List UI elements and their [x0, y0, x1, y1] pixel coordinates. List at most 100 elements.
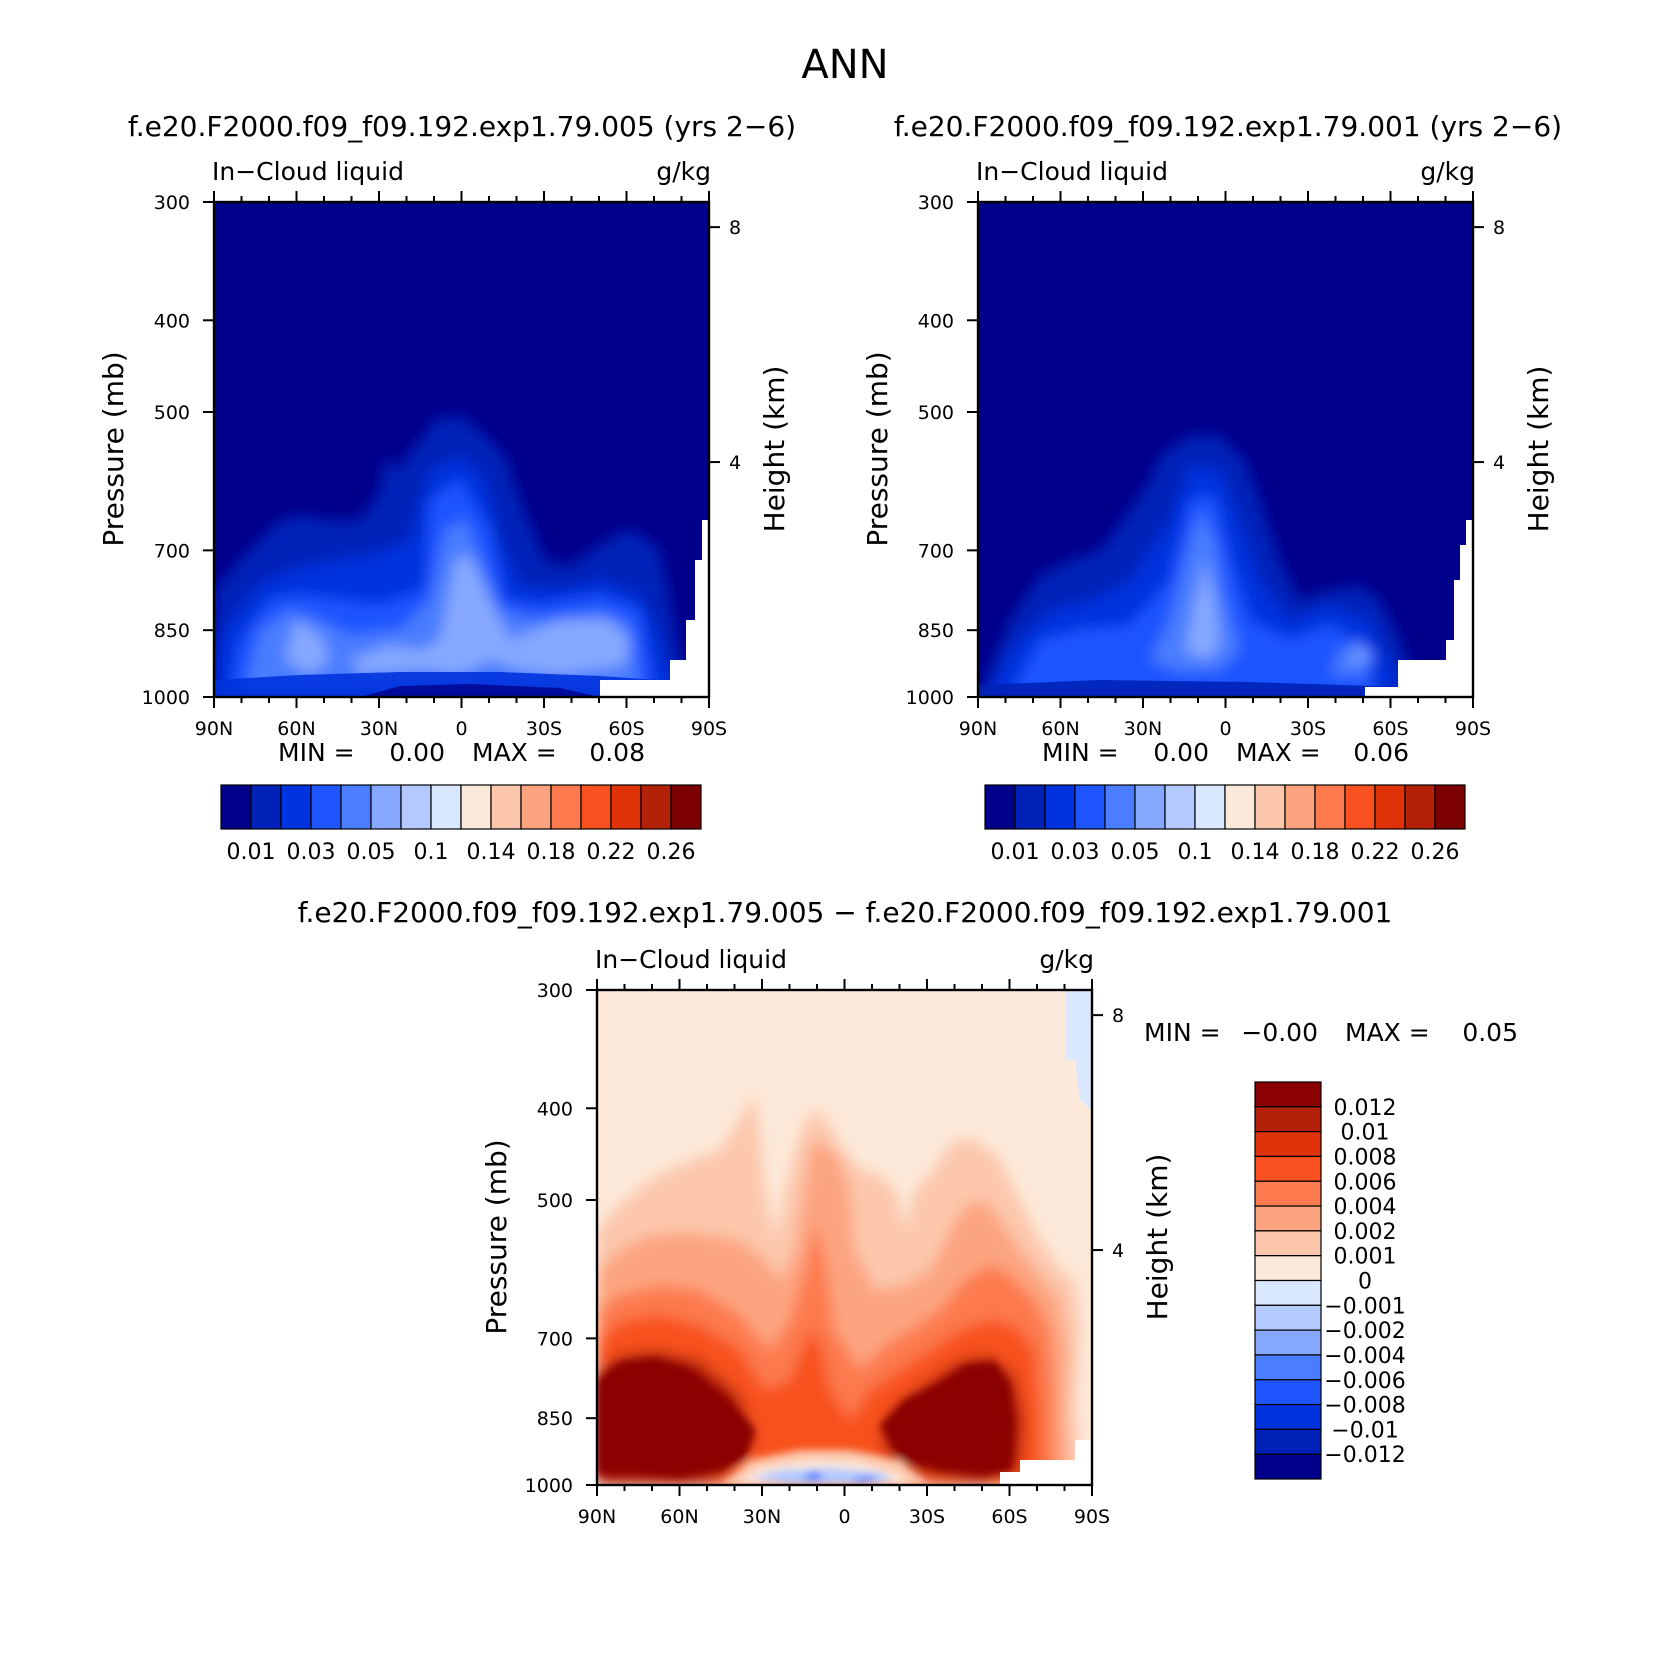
y-tick-label: 850	[154, 620, 190, 642]
colorbar-box	[520, 784, 552, 830]
colorbar-box	[610, 784, 642, 830]
max-label: MAX =	[1345, 1018, 1430, 1047]
missing-data-region	[1000, 1440, 1092, 1485]
colorbar-label: 0.03	[287, 840, 336, 865]
panel-test-case: f.e20.F2000.f09_f09.192.exp1.79.005 (yrs…	[97, 110, 796, 865]
colorbar-box	[1254, 1379, 1322, 1406]
colorbar-label: 0.05	[347, 840, 396, 865]
colorbar-box	[1254, 1329, 1322, 1356]
colorbar-box	[1254, 1255, 1322, 1282]
colorbar-label: 0.002	[1334, 1220, 1397, 1245]
colorbar-box	[1254, 1403, 1322, 1430]
y2-tick-label: 8	[729, 217, 741, 239]
y-tick-label: 700	[537, 1328, 573, 1350]
min-label: MIN =	[278, 738, 355, 767]
x-tick-label: 30N	[1124, 718, 1162, 740]
colorbar-label: −0.012	[1324, 1443, 1405, 1468]
y-axis-label-left: Pressure (mb)	[480, 1139, 513, 1334]
missing-data-region	[1365, 520, 1473, 697]
colorbar-label: 0.006	[1334, 1170, 1397, 1195]
x-tick-label: 90N	[578, 1506, 616, 1528]
colorbar-label: 0.14	[1231, 840, 1280, 865]
colorbar-box	[1254, 1354, 1322, 1381]
y-tick-label: 500	[537, 1190, 573, 1212]
y-tick-label: 300	[918, 192, 954, 214]
contour-level	[285, 555, 630, 675]
colorbar-box	[220, 784, 252, 830]
colorbar-box	[1284, 784, 1316, 830]
max-label: MAX =	[472, 738, 557, 767]
colorbar-box	[1254, 1205, 1322, 1232]
x-tick-label: 60N	[277, 718, 315, 740]
colorbar-box	[1254, 1131, 1322, 1158]
x-tick-label: 90S	[1455, 718, 1491, 740]
panel-variable-label: In−Cloud liquid	[595, 945, 787, 974]
contour-level	[1065, 990, 1092, 1110]
colorbar-box	[310, 784, 342, 830]
y2-tick-label: 4	[729, 452, 741, 474]
colorbar-box	[550, 784, 582, 830]
colorbar-label: 0.01	[1341, 1121, 1390, 1146]
colorbar-box	[280, 784, 312, 830]
colorbar-label: 0.1	[414, 840, 449, 865]
colorbar-label: 0.26	[647, 840, 696, 865]
x-tick-label: 90N	[195, 718, 233, 740]
y-tick-label: 1000	[906, 687, 954, 709]
y-tick-label: 500	[154, 402, 190, 424]
colorbar-box	[640, 784, 672, 830]
contour-field	[214, 202, 709, 697]
contour-level	[360, 684, 600, 697]
panel-units-label: g/kg	[1420, 157, 1475, 186]
colorbar: 0.01 0.03 0.05 0.1 0.14 0.18 0.22 0.26	[984, 784, 1466, 865]
x-tick-label: 30N	[360, 718, 398, 740]
contour-level	[978, 680, 1420, 697]
colorbar-label: 0.012	[1334, 1096, 1397, 1121]
colorbar-box	[1194, 784, 1226, 830]
y2-tick-label: 8	[1112, 1005, 1124, 1027]
colorbar-box	[1074, 784, 1106, 830]
contour-level	[597, 1358, 1015, 1478]
max-value: 0.06	[1353, 738, 1409, 767]
contour-level	[800, 1470, 880, 1483]
panel-variable-label: In−Cloud liquid	[212, 157, 404, 186]
y-axis-label-right: Height (km)	[1141, 1154, 1174, 1321]
colorbar-label: 0	[1358, 1270, 1372, 1295]
colorbar-box	[400, 784, 432, 830]
colorbar-label: 0.01	[991, 840, 1040, 865]
colorbar: 0.01 0.03 0.05 0.1 0.14 0.18 0.22 0.26	[220, 784, 702, 865]
x-tick-label: 30S	[526, 718, 562, 740]
y-tick-label: 1000	[525, 1475, 573, 1497]
colorbar-box	[1254, 1230, 1322, 1257]
colorbar-label: 0.22	[587, 840, 636, 865]
colorbar-box	[1254, 1304, 1322, 1331]
panel-difference: f.e20.F2000.f09_f09.192.exp1.79.005 − f.…	[298, 896, 1518, 1528]
x-tick-label: 60N	[1041, 718, 1079, 740]
colorbar-label: 0.26	[1411, 840, 1460, 865]
min-value: 0.00	[1153, 738, 1209, 767]
colorbar: 0.0120.010.0080.0060.0040.0020.0010−0.00…	[1254, 1081, 1406, 1480]
colorbar-label: 0.01	[227, 840, 276, 865]
y-tick-label: 1000	[142, 687, 190, 709]
contour-level	[1185, 560, 1368, 660]
colorbar-label: 0.05	[1111, 840, 1160, 865]
colorbar-box	[460, 784, 492, 830]
max-value: 0.05	[1462, 1018, 1518, 1047]
colorbar-box	[580, 784, 612, 830]
panel-units-label: g/kg	[656, 157, 711, 186]
y-tick-label: 850	[918, 620, 954, 642]
colorbar-box	[490, 784, 522, 830]
x-tick-label: 90S	[691, 718, 727, 740]
colorbar-box	[1044, 784, 1076, 830]
x-tick-label: 30N	[743, 1506, 781, 1528]
axes: 90N 60N 30N 0 30S 60S 90S 300 400 500 700 850 1000 8 4	[525, 979, 1124, 1528]
colorbar-box	[1224, 784, 1256, 830]
colorbar-label: 0.18	[1291, 840, 1340, 865]
colorbar-box	[670, 784, 702, 830]
colorbar-box	[1254, 1279, 1322, 1306]
y2-tick-label: 8	[1493, 217, 1505, 239]
x-tick-label: 0	[455, 718, 467, 740]
colorbar-box	[370, 784, 402, 830]
y-tick-label: 850	[537, 1408, 573, 1430]
x-tick-label: 30S	[1290, 718, 1326, 740]
